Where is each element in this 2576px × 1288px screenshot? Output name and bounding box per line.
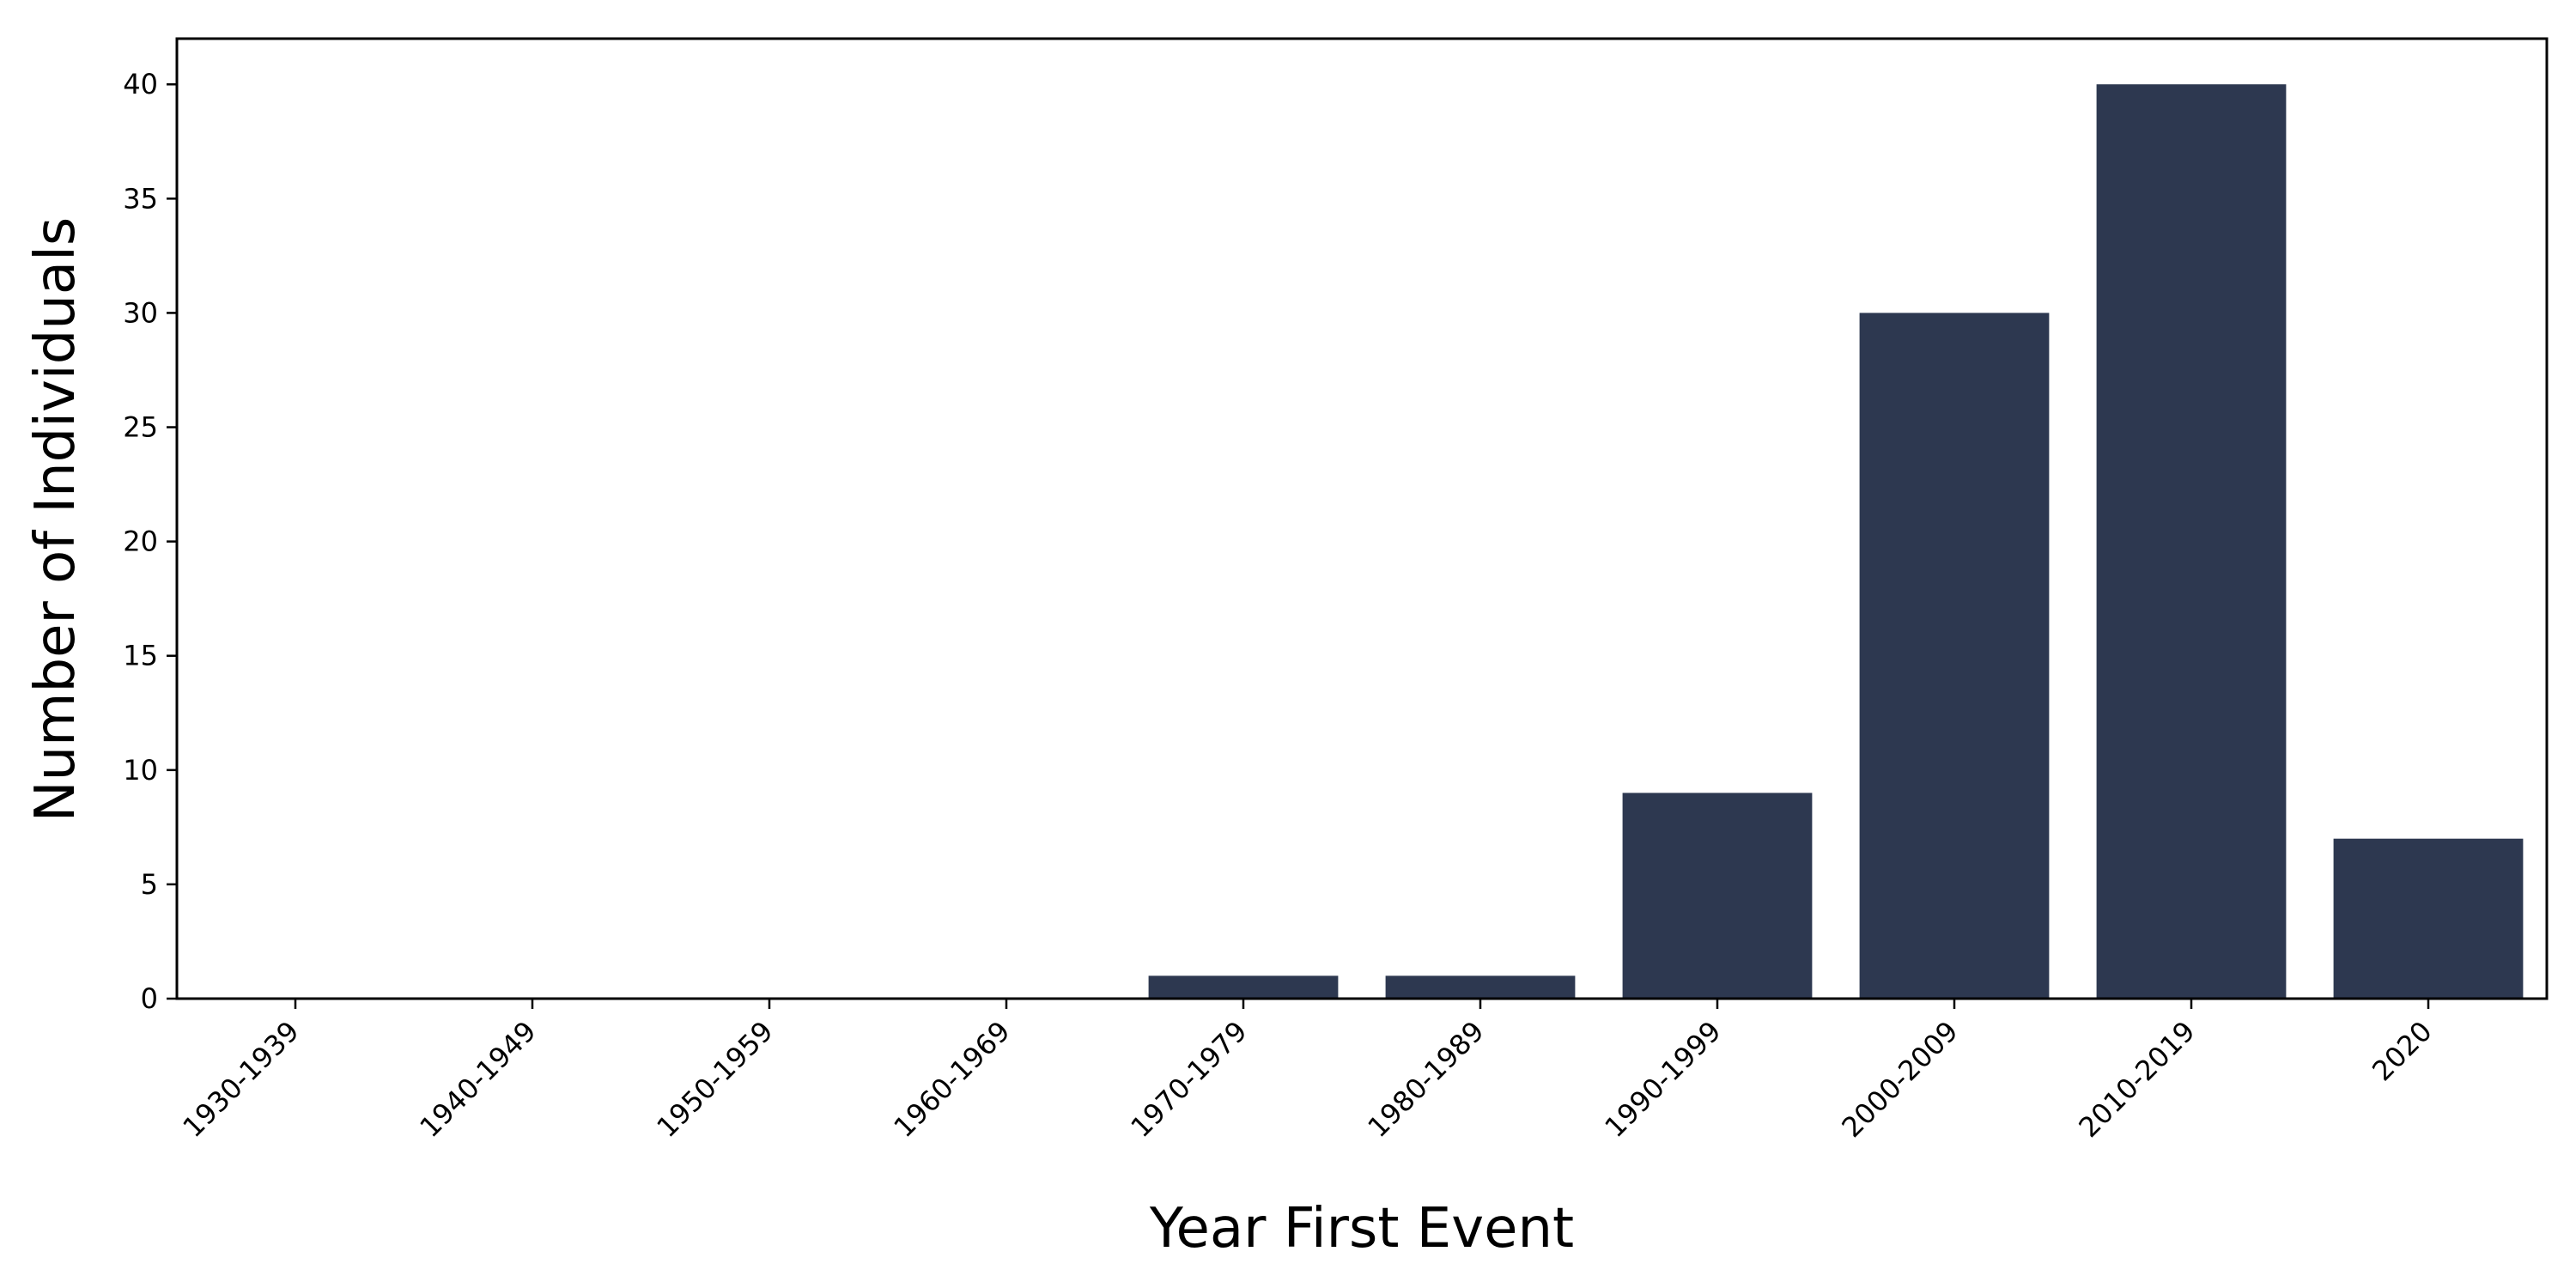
y-tick-label: 0: [141, 982, 158, 1015]
x-tick-label: 2000-2009: [1835, 1015, 1964, 1144]
x-axis: 1930-1939 1940-1949 1950-1959 1960-1969 1970…: [176, 999, 2439, 1144]
x-tick-label: 1980-1989: [1361, 1015, 1490, 1144]
y-tick-label: 25: [123, 411, 158, 444]
y-tick-label: 20: [123, 526, 158, 558]
y-tick-label: 30: [123, 296, 158, 329]
x-tick-label: 1930-1939: [176, 1015, 305, 1144]
y-axis-title: Number of Individuals: [24, 217, 88, 823]
bar-2000-2009: [1859, 313, 2050, 999]
y-tick-label: 5: [141, 868, 158, 901]
x-tick-label: 2020: [2366, 1015, 2438, 1087]
x-tick-label: 1940-1949: [413, 1015, 542, 1144]
y-tick-label: 35: [123, 182, 158, 215]
y-tick-label: 40: [123, 68, 158, 100]
bar-1970-1979: [1148, 975, 1339, 999]
bars-layer: [1148, 84, 2524, 999]
bar-2020: [2333, 838, 2524, 999]
x-tick-label: 1990-1999: [1598, 1015, 1727, 1144]
x-tick-label: 1950-1959: [650, 1015, 779, 1144]
x-tick-label: 1970-1979: [1124, 1015, 1253, 1144]
y-tick-label: 15: [123, 640, 158, 672]
x-tick-label: 1960-1969: [887, 1015, 1016, 1144]
bar-1990-1999: [1622, 793, 1813, 999]
x-tick-label: 2010-2019: [2072, 1015, 2201, 1144]
bar-1980-1989: [1385, 975, 1576, 999]
y-tick-label: 10: [123, 754, 158, 787]
y-axis: 0 5 10 15 20 25 30 35 40: [123, 68, 177, 1015]
x-axis-title: Year First Event: [1149, 1197, 1574, 1261]
bar-2010-2019: [2096, 84, 2287, 999]
plot-frame: [175, 37, 2549, 1000]
